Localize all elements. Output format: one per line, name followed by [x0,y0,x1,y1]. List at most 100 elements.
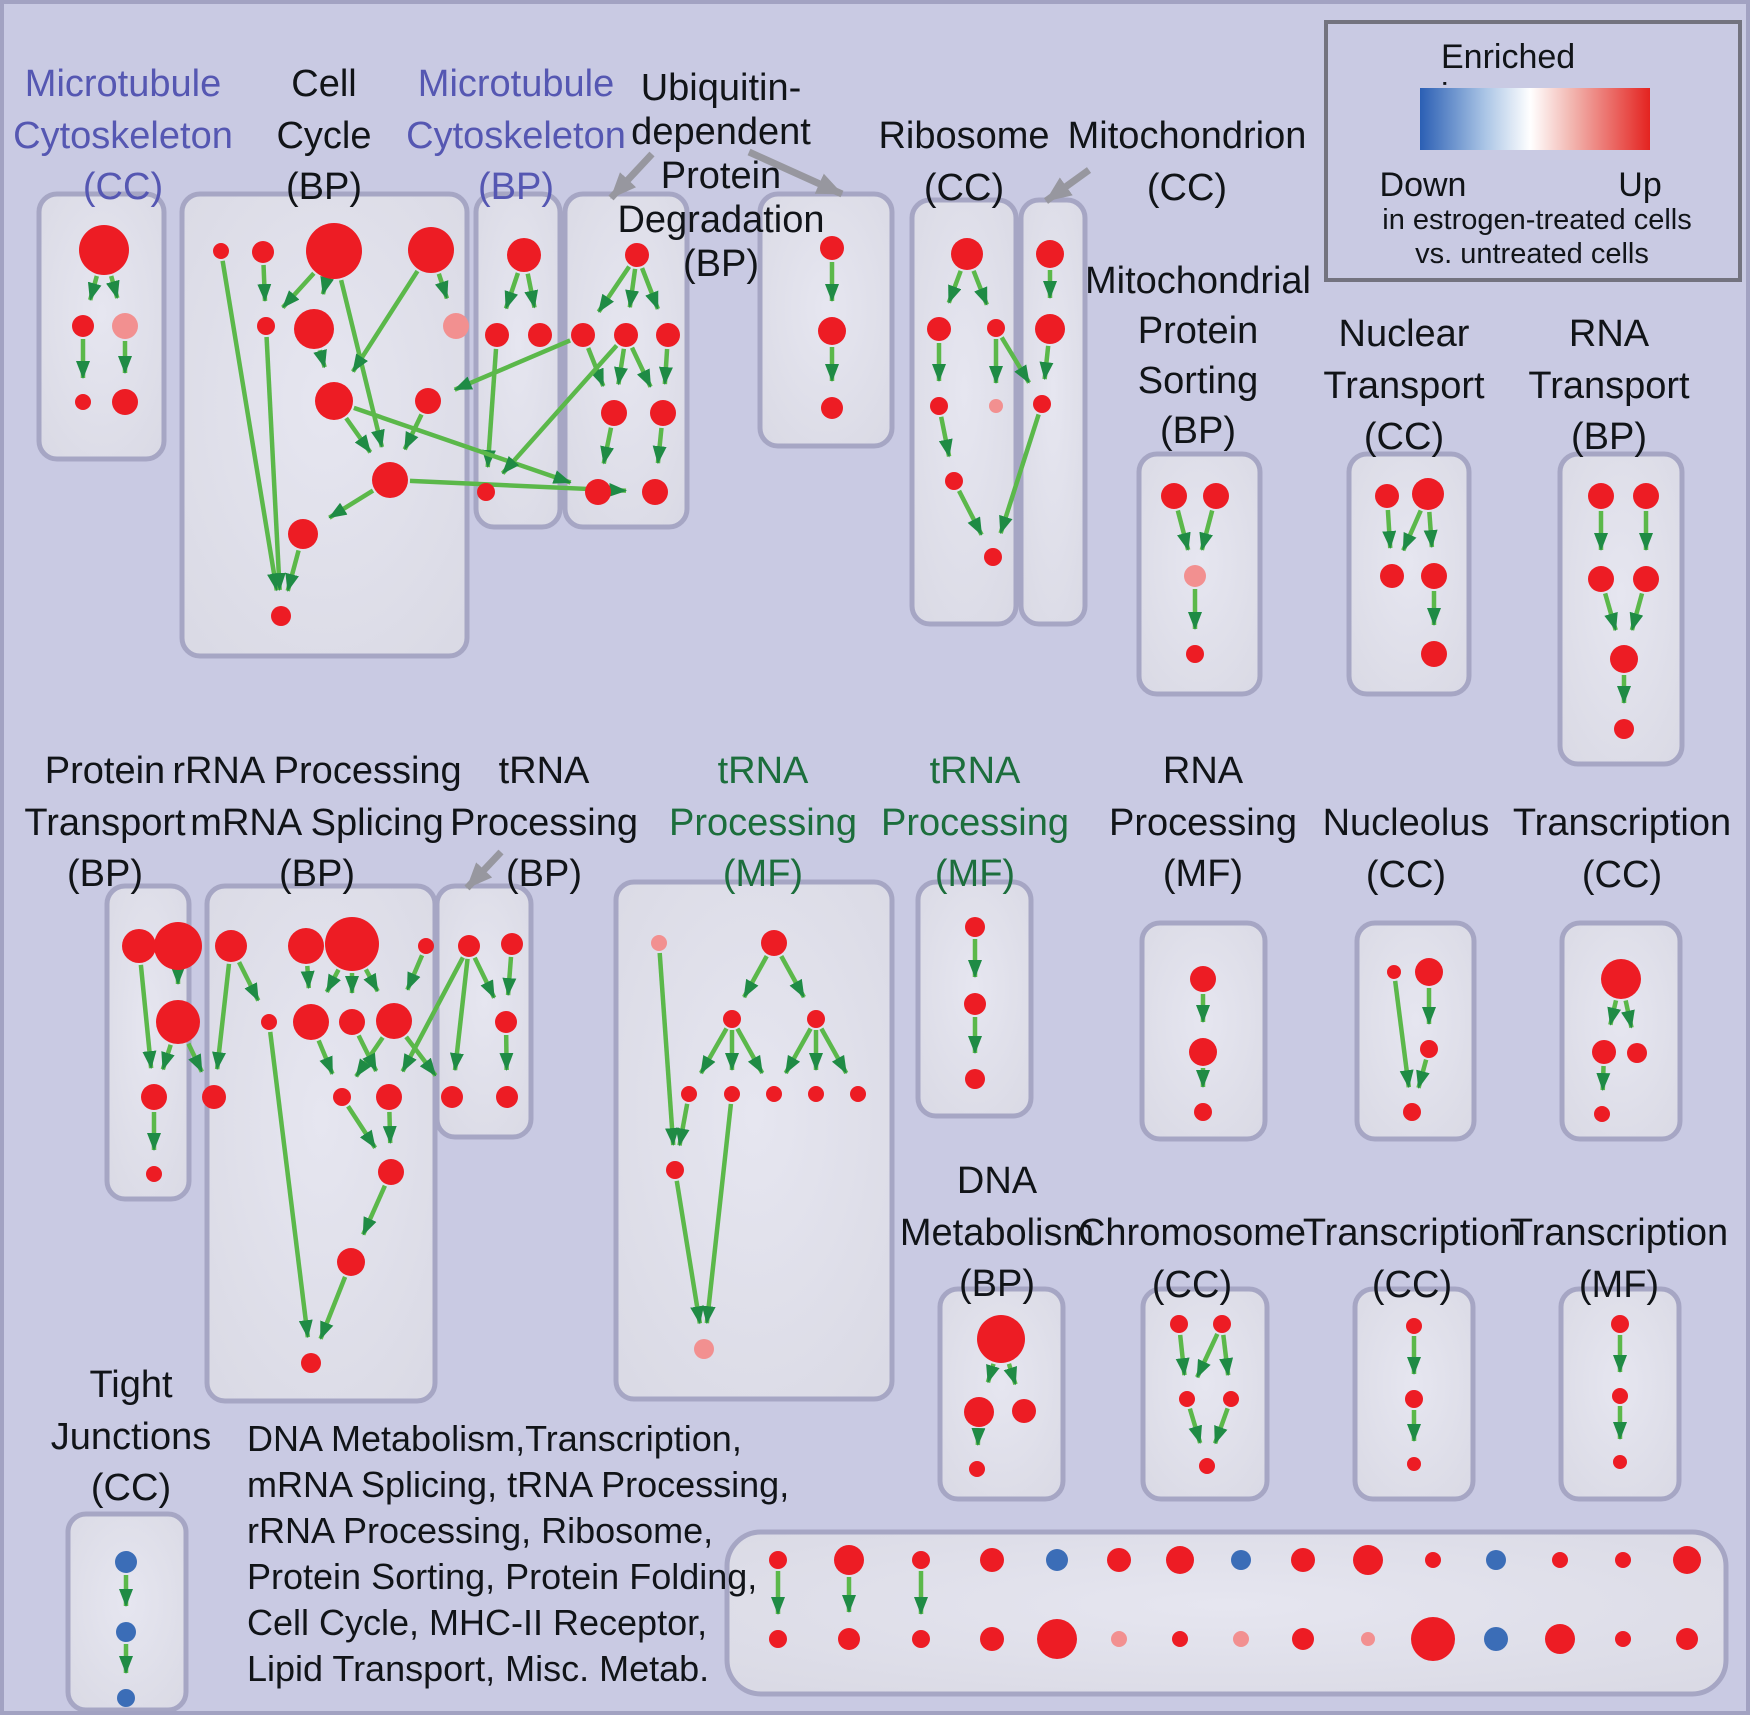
ribosome-node-3 [930,397,948,415]
tight-junctions-label-line: Tight [89,1364,173,1406]
chromosome-node-1 [1213,1315,1231,1333]
trna-bp-node-2 [495,1011,517,1033]
rna-proc-mf-label: RNA Processing (MF) [1109,746,1297,901]
ribosome-label-line: (CC) [923,166,1005,209]
go-edge [1401,509,1423,552]
chromosome-label: Chromosome (CC) [1078,1208,1306,1311]
legend-box: Enriched in... Down Up in estrogen-treat… [1324,20,1742,282]
microtubule-cc-node-2 [112,313,138,339]
transcription-cc-1-box [1559,920,1683,1142]
go-edge [1003,1363,1018,1386]
cell-cycle-node-2 [306,223,362,279]
go-edge [639,267,660,310]
go-edge [1382,509,1397,550]
chromosome-label-line: Chromosome [1077,1212,1307,1254]
strip-node-bottom-11 [1484,1627,1508,1651]
go-edge [1621,1000,1635,1029]
strip-node-bottom-9 [1361,1632,1375,1646]
go-edge [404,1035,438,1077]
trna-mf-1-node-10 [694,1339,714,1359]
mito-sorting-node-3 [1186,645,1204,663]
trna-bp-label-line: tRNA [498,750,590,792]
strip-node-top-14 [1673,1546,1701,1574]
go-edge [674,1180,705,1325]
cell-cycle-node-10 [288,519,318,549]
go-edge [503,272,521,310]
ribosome-label-line: Ribosome [878,115,1050,157]
go-edge [502,956,517,997]
cell-cycle-node-3 [408,227,454,273]
transcription-cc-1-label-line: Transcription [1512,802,1732,844]
rna-proc-mf-node-0 [1190,966,1216,992]
nucleolus-label-line: (CC) [1365,853,1447,896]
go-edge [344,416,373,454]
ub-degradation-2-node-0 [820,236,844,260]
protein-transport-node-4 [146,1166,162,1182]
go-edge [449,958,470,1072]
rna-transport-node-4 [1610,645,1638,673]
go-edge [320,275,334,296]
go-edge [985,1363,1000,1384]
go-edge [267,1031,313,1339]
go-edge [657,952,680,1147]
ub-degradation-2-node-1 [818,317,846,345]
nucleolus-label-line: Nucleolus [1322,802,1490,844]
trna-mf-1-label-line: Processing [669,801,857,844]
strip-node-bottom-14 [1676,1628,1698,1650]
misc-note-line: Lipid Transport, Misc. Metab. [247,1648,710,1689]
graph-nodes [72,223,1701,1707]
nuclear-transport-box [1346,451,1472,697]
ribosome-node-6 [984,548,1002,566]
rna-transport-node-1 [1633,483,1659,509]
transcription-cc-2-node-2 [1407,1457,1421,1471]
go-edge [281,271,316,309]
chromosome-box [1140,1286,1270,1502]
trna-mf-1-node-9 [666,1161,684,1179]
legend-down-label: Down [1379,166,1467,204]
ub-degradation-node-0 [625,243,649,267]
go-edge [1212,1407,1230,1445]
nuclear-transport-node-3 [1421,563,1447,589]
trna-bp-node-3 [441,1086,463,1108]
rna-transport-box [1557,451,1685,767]
rna-proc-mf-node-2 [1194,1103,1212,1121]
strip-node-top-13 [1615,1552,1631,1568]
rrna-node-13 [301,1353,321,1373]
go-edge [999,336,1031,384]
legend-subtitle-line1: in estrogen-treated cells [1382,204,1692,236]
go-edge [363,968,380,993]
rna-transport-label: RNA Transport (BP) [1528,309,1689,464]
ub-degradation-label-line: Protein [660,155,782,197]
nuclear-transport-label-line: (CC) [1363,416,1445,459]
chromosome-label-line: (CC) [1151,1263,1233,1306]
tight-junctions-node-1 [116,1622,136,1642]
legend-gradient-bar [1420,88,1650,150]
nucleolus-node-1 [1415,958,1443,986]
trna-bp-node-1 [501,933,523,955]
trna-bp-label-line: Processing [450,801,638,844]
rna-transport-label-line: RNA [1568,313,1650,355]
go-edge [596,265,632,314]
rrna-node-4 [261,1014,277,1030]
tight-junctions-label-line: Junctions [50,1415,212,1458]
transcription-mf-node-1 [1612,1388,1628,1404]
strip-node-top-9 [1353,1545,1383,1575]
ribosome-label: Ribosome (CC) [878,111,1049,214]
mito-sorting-label-line: (BP) [1160,410,1236,452]
go-edge [1392,980,1414,1089]
ub-degradation-label: Ubiquitin-dependent Protein Degradation (BP… [617,66,824,286]
ub-degradation-node-3 [656,323,680,347]
micro-bp-node-2 [528,323,552,347]
legend-up-label: Up [1618,166,1662,204]
misc-note-line: rRNA Processing, Ribosome, [247,1510,714,1551]
trna-mf-1-node-8 [850,1086,866,1102]
rrna-label-line: (BP) [278,853,355,896]
mitochondrion-label-line: (CC) [1146,166,1228,209]
trna-mf-1-node-3 [807,1010,825,1028]
cell-cycle-node-6 [443,313,469,339]
strip-node-top-12 [1552,1552,1568,1568]
go-edge [481,348,499,469]
cell-cycle-node-7 [315,382,353,420]
protein-transport-label: Protein Transport (BP) [24,746,185,901]
rrna-label: rRNA Processing mRNA Splicing (BP) [172,746,461,901]
